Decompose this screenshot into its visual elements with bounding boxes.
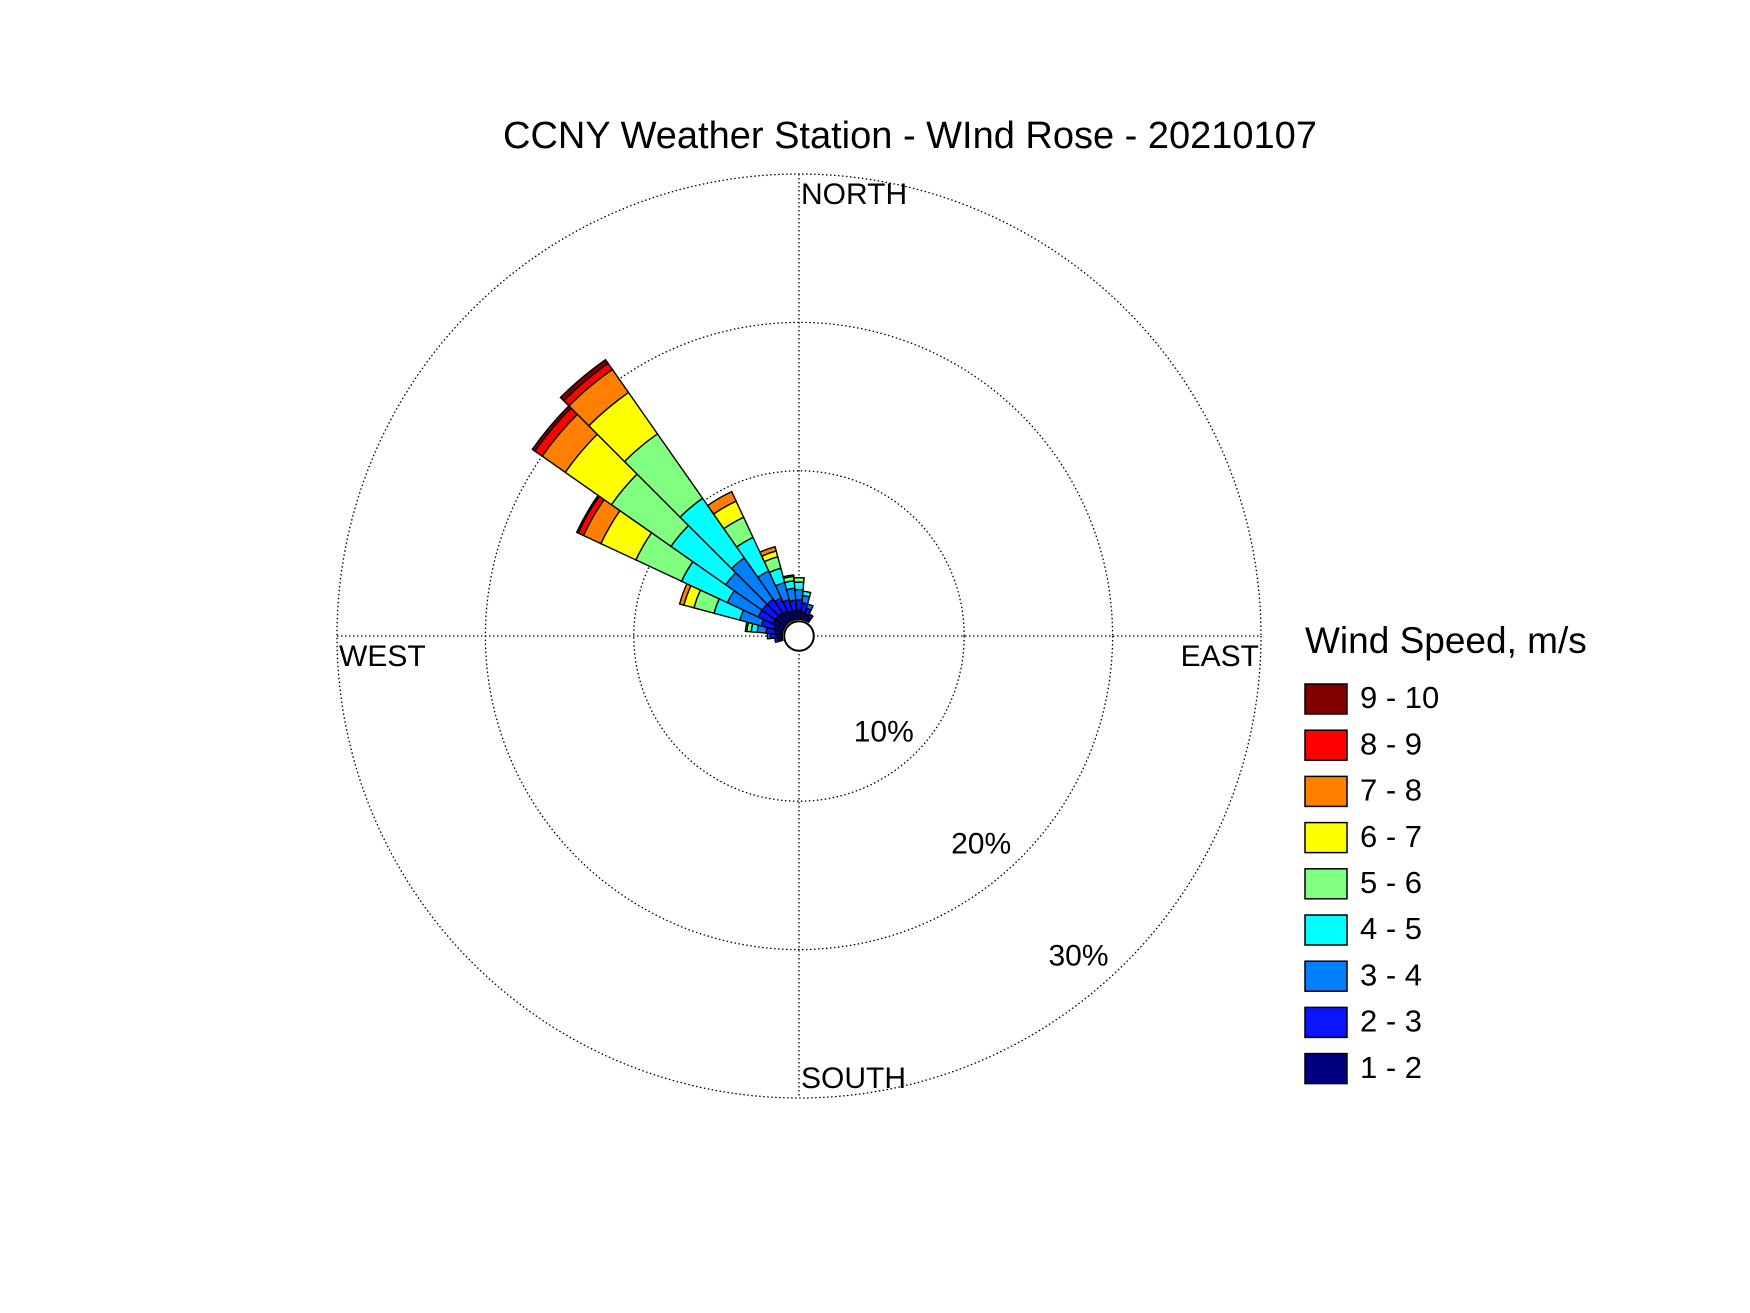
wind-segment	[793, 576, 805, 584]
wind-segment	[706, 490, 738, 516]
legend-label: 2 - 3	[1360, 1004, 1422, 1039]
wind-segment	[559, 358, 610, 402]
legend-label: 7 - 8	[1360, 773, 1422, 808]
legend-label: 4 - 5	[1360, 911, 1422, 946]
wind-segment	[807, 613, 814, 620]
direction-label: SOUTH	[801, 1062, 906, 1095]
legend-swatch	[1304, 683, 1348, 715]
chart-title: CCNY Weather Station - WInd Rose - 20210…	[503, 115, 1317, 157]
legend-title: Wind Speed, m/s	[1305, 620, 1587, 661]
direction-label: NORTH	[801, 178, 907, 211]
wind-segment	[758, 545, 778, 558]
legend-label: 9 - 10	[1360, 680, 1439, 715]
legend-label: 5 - 6	[1360, 865, 1422, 900]
legend-label: 8 - 9	[1360, 726, 1422, 761]
legend-swatch	[1304, 821, 1348, 854]
legend-swatch	[1304, 729, 1348, 761]
legend-swatch	[1304, 914, 1348, 946]
legend-label: 1 - 2	[1360, 1050, 1422, 1085]
legend-swatch	[1304, 775, 1348, 808]
legend-swatch	[1304, 1006, 1348, 1039]
direction-label: EAST	[1181, 640, 1259, 673]
direction-label: WEST	[339, 640, 426, 673]
wind-segment	[801, 590, 812, 598]
wind-segment	[782, 574, 795, 580]
wind-segment	[793, 581, 805, 591]
r-tick-label: 30%	[1048, 939, 1108, 972]
legend-swatch	[1304, 960, 1348, 992]
r-tick-label: 20%	[951, 827, 1011, 860]
legend-label: 6 - 7	[1360, 819, 1422, 854]
legend-swatch	[1304, 1052, 1348, 1085]
grid-ring	[633, 470, 965, 802]
r-tick-label: 10%	[854, 715, 914, 748]
wind-segment	[805, 603, 814, 611]
legend-label: 3 - 4	[1360, 957, 1422, 992]
center-hole	[783, 620, 815, 652]
legend-swatch	[1304, 868, 1348, 900]
